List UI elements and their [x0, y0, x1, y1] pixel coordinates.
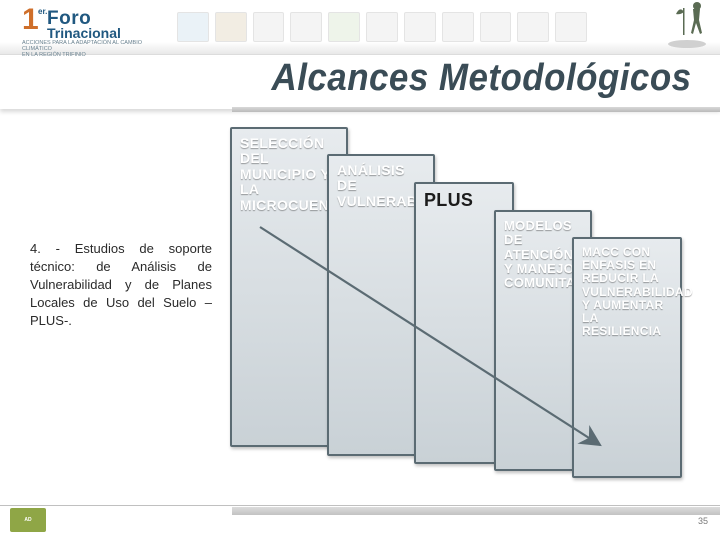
- card-label: MODELOS DE ATENCIÓN Y MANEJO COMUNITARIO: [504, 219, 582, 290]
- card-macc: MACC CON ENFASIS EN REDUCIR LA VULNERABI…: [572, 237, 682, 478]
- partner-logo: [215, 12, 247, 42]
- card-label: SELECCIÓN DEL MUNICIPIO Y LA MICROCUENCA: [240, 136, 338, 213]
- partner-logo: [442, 12, 474, 42]
- body-paragraph: 4. - Estudios de soporte técnico: de Aná…: [30, 240, 212, 330]
- title-bar: Alcances Metodológicos: [0, 57, 720, 109]
- logo-subtitle: ACCIONES PARA LA ADAPTACIÓN AL CAMBIO CL…: [22, 40, 172, 58]
- logo-trinacional: Trinacional: [47, 25, 121, 41]
- partner-logos-row: [177, 10, 587, 44]
- title-bar-underline: [232, 107, 720, 112]
- page-title: Alcances Metodológicos: [272, 57, 692, 100]
- event-logo: 1 er. Foro Trinacional ACCIONES PARA LA …: [22, 7, 172, 47]
- card-label: MACC CON ENFASIS EN REDUCIR LA VULNERABI…: [582, 246, 672, 338]
- partner-logo: [366, 12, 398, 42]
- partner-logo: [517, 12, 549, 42]
- partner-logo: [328, 12, 360, 42]
- partner-logo: [555, 12, 587, 42]
- header-strip: 1 er. Foro Trinacional ACCIONES PARA LA …: [0, 0, 720, 55]
- partner-logo: [177, 12, 209, 42]
- footer-org-logo: AD: [10, 508, 46, 532]
- partner-logo: [253, 12, 285, 42]
- partner-logo: [404, 12, 436, 42]
- partner-logo: [290, 12, 322, 42]
- cascade-diagram: SELECCIÓN DEL MUNICIPIO Y LA MICROCUENCA…: [230, 127, 700, 497]
- partner-logo: [480, 12, 512, 42]
- page-number: 35: [698, 516, 708, 526]
- card-label: ANÁLISIS DE VULNERABILIDAD: [337, 163, 425, 209]
- footer-divider: [0, 505, 720, 506]
- card-label: PLUS: [424, 191, 504, 211]
- footer-gradient-strip: [232, 507, 720, 515]
- logo-ordinal: er.: [38, 7, 47, 16]
- hiker-figure-icon: [666, 0, 708, 50]
- logo-digit: 1: [22, 5, 39, 35]
